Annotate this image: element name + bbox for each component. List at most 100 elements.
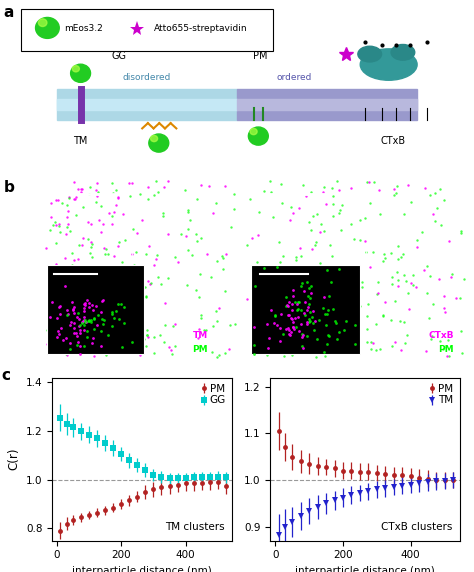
Point: [285, 301, 292, 310]
Point: [83, 293, 91, 303]
Point: [94, 311, 101, 320]
Point: [432, 216, 439, 225]
Point: [434, 203, 441, 212]
Point: [61, 327, 69, 336]
Point: [212, 198, 219, 208]
Point: [426, 190, 434, 199]
Point: [244, 294, 251, 303]
Point: [226, 345, 233, 354]
Point: [72, 328, 80, 337]
Point: [397, 345, 405, 355]
Point: [297, 319, 305, 328]
Point: [144, 182, 152, 192]
Point: [286, 287, 294, 296]
Point: [101, 338, 109, 347]
Point: [365, 178, 372, 187]
Point: [84, 235, 91, 244]
Point: [58, 295, 66, 304]
Point: [80, 307, 87, 316]
Point: [133, 229, 141, 238]
Point: [401, 317, 408, 327]
Point: [142, 341, 150, 350]
Point: [44, 339, 51, 348]
Point: [29, 304, 37, 313]
Point: [110, 313, 118, 323]
Point: [296, 244, 304, 253]
Point: [95, 338, 102, 347]
Point: [81, 301, 89, 310]
Point: [293, 299, 301, 308]
Point: [282, 325, 290, 334]
Point: [64, 223, 71, 232]
Point: [56, 309, 64, 319]
Text: mEos3.2: mEos3.2: [64, 24, 103, 33]
Text: PM: PM: [192, 345, 208, 354]
Ellipse shape: [36, 18, 59, 38]
Point: [64, 310, 72, 319]
Point: [109, 265, 116, 275]
Point: [153, 251, 161, 260]
Point: [124, 335, 132, 344]
Point: [63, 351, 71, 360]
Point: [75, 315, 82, 324]
Point: [388, 249, 395, 258]
Ellipse shape: [149, 134, 169, 152]
Point: [213, 257, 220, 266]
Point: [347, 184, 355, 193]
Point: [151, 348, 158, 358]
Point: [340, 325, 347, 334]
Point: [298, 267, 305, 276]
Point: [202, 325, 210, 335]
Point: [73, 331, 81, 340]
Point: [73, 291, 81, 300]
Point: [440, 196, 447, 205]
Point: [271, 318, 278, 327]
Point: [100, 315, 108, 324]
Point: [379, 257, 386, 266]
Point: [143, 326, 151, 335]
Point: [140, 335, 148, 344]
Point: [266, 177, 273, 186]
Point: [165, 343, 173, 352]
Point: [66, 226, 73, 235]
Point: [70, 282, 78, 291]
Point: [248, 233, 256, 243]
Point: [61, 292, 68, 301]
Point: [110, 282, 118, 291]
Point: [289, 323, 297, 332]
Point: [109, 211, 116, 220]
Point: [318, 305, 325, 315]
Point: [85, 315, 92, 324]
Point: [49, 291, 57, 300]
Point: [392, 188, 400, 197]
Point: [309, 318, 317, 327]
Point: [271, 312, 279, 321]
Ellipse shape: [248, 127, 268, 145]
Point: [218, 252, 226, 261]
Point: [288, 350, 296, 359]
Point: [121, 235, 129, 244]
Point: [286, 320, 294, 329]
Point: [81, 315, 89, 324]
Ellipse shape: [358, 46, 382, 62]
Point: [81, 321, 88, 330]
Point: [381, 297, 389, 307]
Point: [323, 314, 331, 323]
Point: [457, 229, 465, 238]
Point: [306, 294, 314, 303]
Point: [155, 272, 162, 281]
Point: [75, 241, 83, 250]
Point: [66, 339, 74, 348]
Point: [69, 305, 77, 314]
Point: [120, 319, 128, 328]
Point: [394, 275, 402, 284]
Point: [187, 216, 194, 225]
Point: [92, 301, 100, 311]
Point: [87, 320, 94, 329]
Point: [299, 343, 307, 352]
Point: [75, 273, 82, 283]
Point: [281, 328, 289, 337]
Point: [325, 291, 333, 300]
Point: [160, 337, 168, 347]
Point: [109, 219, 116, 228]
